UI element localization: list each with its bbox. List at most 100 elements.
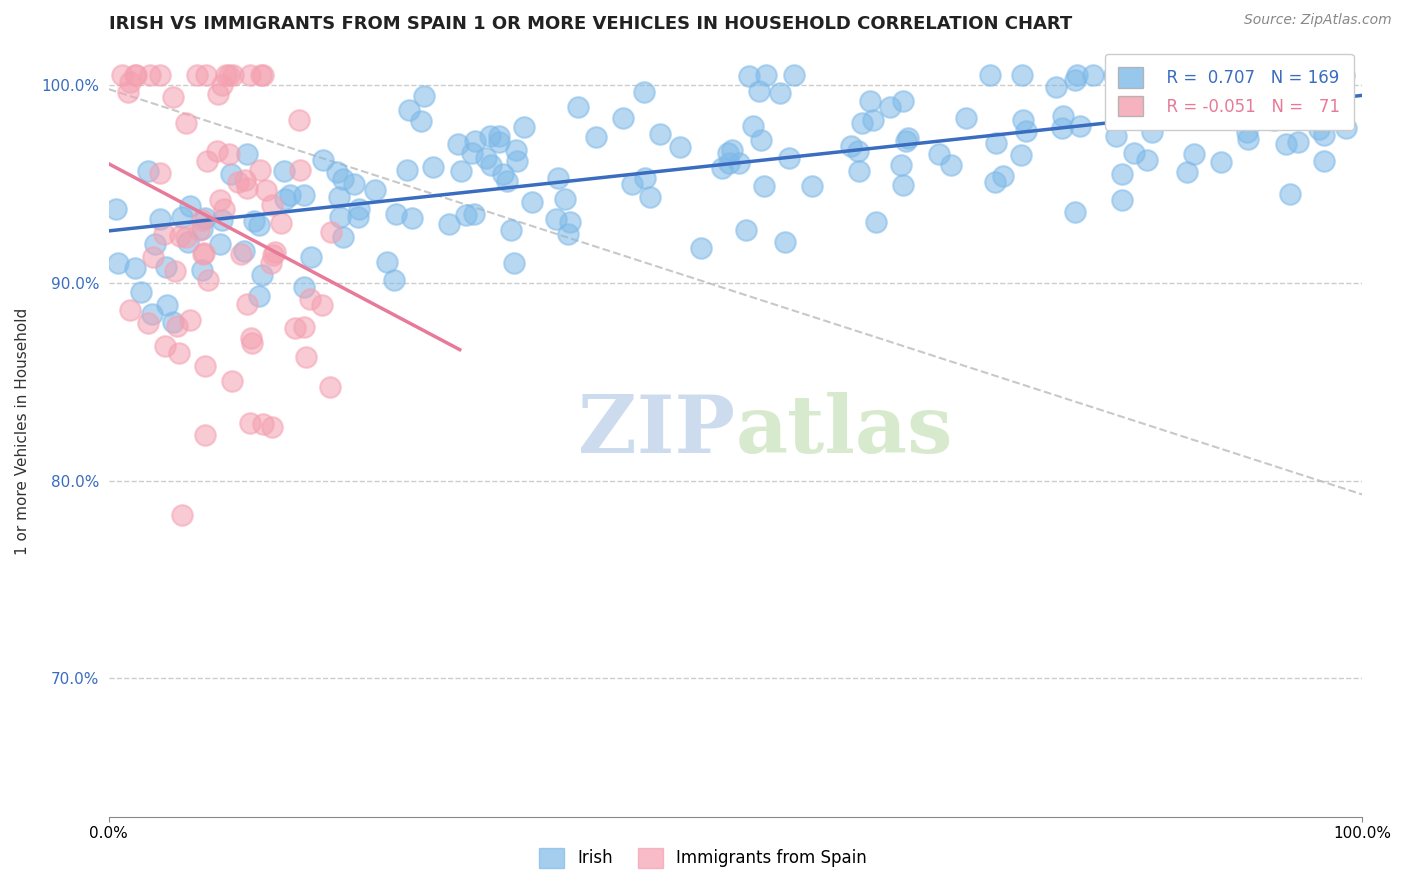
- Point: [262, 420, 284, 434]
- Text: Source: ZipAtlas.com: Source: ZipAtlas.com: [1244, 13, 1392, 28]
- Point: [865, 214, 887, 228]
- Point: [207, 87, 229, 102]
- Point: [727, 156, 749, 170]
- Text: ZIP: ZIP: [578, 392, 735, 470]
- Point: [262, 248, 284, 262]
- Point: [273, 164, 295, 178]
- Point: [891, 178, 914, 193]
- Point: [1069, 119, 1091, 133]
- Point: [499, 223, 522, 237]
- Point: [422, 160, 444, 174]
- Point: [260, 198, 283, 212]
- Point: [773, 235, 796, 249]
- Point: [1189, 68, 1212, 82]
- Point: [505, 144, 527, 158]
- Point: [226, 175, 249, 189]
- Point: [197, 273, 219, 287]
- Point: [721, 144, 744, 158]
- Point: [479, 157, 502, 171]
- Text: atlas: atlas: [735, 392, 953, 470]
- Point: [488, 135, 510, 149]
- Point: [1111, 193, 1133, 207]
- Point: [384, 273, 406, 287]
- Point: [332, 230, 354, 244]
- Point: [1253, 99, 1275, 113]
- Point: [955, 112, 977, 126]
- Point: [240, 331, 263, 345]
- Point: [1209, 154, 1232, 169]
- Point: [243, 214, 266, 228]
- Point: [1289, 68, 1312, 82]
- Point: [120, 303, 142, 318]
- Point: [233, 244, 256, 259]
- Point: [1123, 145, 1146, 160]
- Point: [143, 236, 166, 251]
- Point: [319, 380, 342, 394]
- Point: [991, 169, 1014, 183]
- Point: [299, 250, 322, 264]
- Point: [464, 134, 486, 148]
- Point: [1066, 68, 1088, 82]
- Point: [274, 192, 297, 206]
- Point: [1119, 68, 1142, 82]
- Point: [1180, 101, 1202, 115]
- Point: [638, 190, 661, 204]
- Point: [752, 179, 775, 194]
- Point: [1279, 186, 1302, 201]
- Point: [1219, 68, 1241, 82]
- Point: [169, 345, 191, 359]
- Point: [401, 211, 423, 225]
- Point: [1216, 82, 1239, 96]
- Point: [778, 151, 800, 165]
- Point: [325, 164, 347, 178]
- Point: [193, 246, 215, 260]
- Point: [332, 172, 354, 186]
- Point: [633, 170, 655, 185]
- Point: [343, 177, 366, 191]
- Point: [1286, 135, 1309, 149]
- Point: [186, 68, 208, 82]
- Point: [104, 202, 127, 217]
- Y-axis label: 1 or more Vehicles in Household: 1 or more Vehicles in Household: [15, 308, 30, 555]
- Point: [1015, 124, 1038, 138]
- Point: [375, 254, 398, 268]
- Point: [194, 428, 217, 442]
- Point: [149, 166, 172, 180]
- Point: [191, 222, 214, 236]
- Point: [1334, 121, 1357, 136]
- Point: [125, 68, 148, 82]
- Point: [179, 313, 201, 327]
- Point: [141, 307, 163, 321]
- Point: [398, 103, 420, 117]
- Point: [650, 127, 672, 141]
- Point: [270, 216, 292, 230]
- Point: [194, 211, 217, 226]
- Point: [152, 227, 174, 242]
- Point: [738, 70, 761, 84]
- Point: [165, 264, 187, 278]
- Point: [124, 68, 146, 82]
- Point: [1182, 146, 1205, 161]
- Point: [292, 279, 315, 293]
- Point: [254, 183, 277, 197]
- Point: [239, 416, 262, 430]
- Point: [1237, 132, 1260, 146]
- Point: [801, 178, 824, 193]
- Point: [1010, 147, 1032, 161]
- Point: [891, 94, 914, 108]
- Point: [195, 154, 218, 169]
- Point: [347, 202, 370, 216]
- Point: [1275, 136, 1298, 151]
- Point: [1144, 78, 1167, 93]
- Point: [174, 230, 197, 244]
- Point: [299, 293, 322, 307]
- Point: [848, 164, 870, 178]
- Point: [162, 315, 184, 329]
- Point: [447, 136, 470, 151]
- Point: [111, 68, 134, 82]
- Point: [235, 297, 257, 311]
- Point: [169, 229, 191, 244]
- Point: [229, 247, 252, 261]
- Point: [162, 90, 184, 104]
- Point: [1105, 128, 1128, 143]
